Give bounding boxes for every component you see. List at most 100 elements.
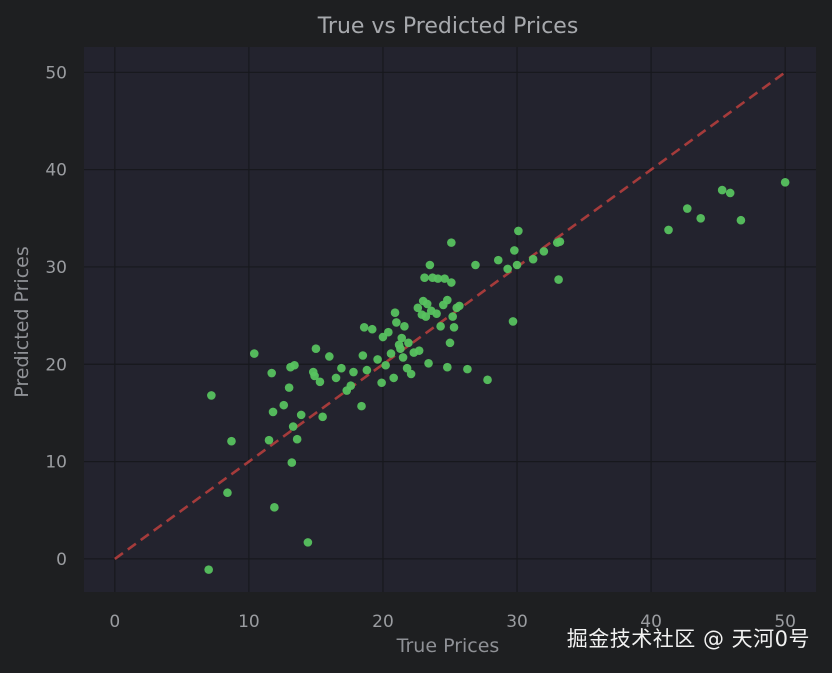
data-point xyxy=(268,407,278,417)
data-point xyxy=(725,188,735,198)
data-point xyxy=(471,260,480,270)
data-point xyxy=(331,373,341,383)
data-point xyxy=(292,434,302,444)
data-point xyxy=(664,225,673,235)
data-point xyxy=(384,327,393,337)
data-point xyxy=(539,247,549,256)
y-tick-label: 50 xyxy=(45,63,67,83)
data-point xyxy=(249,349,259,358)
data-point xyxy=(337,363,346,373)
data-point xyxy=(449,322,459,332)
data-point xyxy=(424,358,433,368)
data-point xyxy=(696,213,706,223)
watermark: 掘金技术社区 @ 天河0号 xyxy=(566,627,810,651)
data-point xyxy=(503,264,512,274)
data-point xyxy=(682,204,692,213)
data-point xyxy=(400,322,409,331)
data-point xyxy=(463,364,472,374)
data-point xyxy=(717,185,727,195)
data-point xyxy=(227,436,236,446)
y-tick-label: 10 xyxy=(45,453,67,473)
x-tick-label: 0 xyxy=(109,612,120,632)
data-point xyxy=(528,254,538,264)
data-point xyxy=(512,260,522,270)
data-point xyxy=(406,369,416,379)
data-point xyxy=(204,565,213,574)
data-point xyxy=(404,338,413,348)
data-point xyxy=(386,349,396,358)
data-point xyxy=(362,365,372,375)
data-point xyxy=(447,238,456,247)
data-point xyxy=(264,435,274,445)
data-point xyxy=(425,260,435,270)
data-point xyxy=(223,488,232,498)
data-point xyxy=(413,303,423,313)
data-point xyxy=(392,318,401,327)
data-point xyxy=(267,368,276,378)
data-point xyxy=(318,412,327,422)
data-point xyxy=(389,373,398,383)
data-point xyxy=(736,215,746,225)
data-point xyxy=(447,278,456,287)
data-point xyxy=(270,503,279,512)
data-point xyxy=(325,352,334,361)
data-point xyxy=(296,410,306,420)
x-tick-label: 40 xyxy=(640,612,662,632)
data-point xyxy=(445,338,455,348)
data-point xyxy=(284,383,294,392)
data-point xyxy=(443,362,452,372)
data-point xyxy=(436,322,445,331)
data-point xyxy=(396,344,405,353)
data-point xyxy=(421,312,431,321)
data-point xyxy=(357,401,366,411)
data-point xyxy=(440,274,449,283)
data-point xyxy=(207,391,216,400)
data-point xyxy=(508,317,518,326)
chart-title: True vs Predicted Prices xyxy=(317,14,579,39)
data-point xyxy=(554,275,563,284)
data-point xyxy=(433,274,443,283)
data-point xyxy=(443,295,452,305)
x-tick-label: 50 xyxy=(774,612,796,632)
data-point xyxy=(349,367,358,377)
y-tick-label: 40 xyxy=(45,161,67,181)
data-point xyxy=(373,355,382,364)
data-point xyxy=(432,309,441,318)
data-point xyxy=(287,458,297,467)
data-point xyxy=(288,422,298,431)
x-tick-label: 10 xyxy=(238,612,260,632)
data-point xyxy=(780,177,790,187)
y-tick-label: 0 xyxy=(56,550,67,570)
data-point xyxy=(483,375,492,385)
data-point xyxy=(398,353,408,362)
data-point xyxy=(279,400,289,410)
data-point xyxy=(414,346,424,355)
reference-line xyxy=(114,71,786,560)
data-point xyxy=(310,371,319,381)
data-point xyxy=(359,322,369,332)
data-point xyxy=(420,273,429,282)
data-point xyxy=(381,360,390,370)
data-point xyxy=(358,351,368,360)
data-point xyxy=(555,237,565,246)
x-axis-label: True Prices xyxy=(396,635,500,657)
data-point xyxy=(390,308,400,317)
data-point xyxy=(311,344,321,353)
data-point xyxy=(448,312,457,321)
y-tick-labels: 0 10 20 30 40 50 xyxy=(45,63,67,570)
data-point xyxy=(290,360,299,370)
data-point xyxy=(422,299,432,309)
y-tick-label: 30 xyxy=(45,258,67,278)
data-point xyxy=(303,538,313,547)
data-point xyxy=(514,226,523,236)
data-point xyxy=(377,378,386,388)
data-points xyxy=(204,177,790,574)
y-tick-label: 20 xyxy=(45,355,67,375)
x-tick-label: 30 xyxy=(506,612,528,632)
x-tick-label: 20 xyxy=(372,612,394,632)
data-point xyxy=(367,324,377,334)
data-point xyxy=(493,255,503,265)
x-tick-labels: 0 10 20 30 40 50 xyxy=(109,612,796,632)
